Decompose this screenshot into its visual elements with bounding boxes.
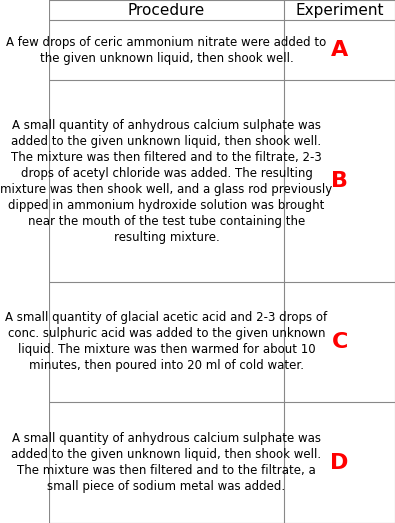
Text: D: D: [331, 452, 349, 473]
Text: A small quantity of anhydrous calcium sulphate was added to the given unknown li: A small quantity of anhydrous calcium su…: [11, 432, 322, 493]
Text: Procedure: Procedure: [128, 3, 205, 18]
Text: A small quantity of glacial acetic acid and 2-3 drops of conc. sulphuric acid wa: A small quantity of glacial acetic acid …: [6, 312, 327, 372]
Text: A few drops of ceric ammonium nitrate were added to the given unknown liquid, th: A few drops of ceric ammonium nitrate we…: [6, 36, 327, 65]
Text: Experiment: Experiment: [295, 3, 384, 18]
Text: C: C: [331, 332, 348, 352]
Text: A: A: [331, 40, 348, 60]
Text: A small quantity of anhydrous calcium sulphate was added to the given unknown li: A small quantity of anhydrous calcium su…: [0, 119, 333, 244]
Text: B: B: [331, 171, 348, 191]
